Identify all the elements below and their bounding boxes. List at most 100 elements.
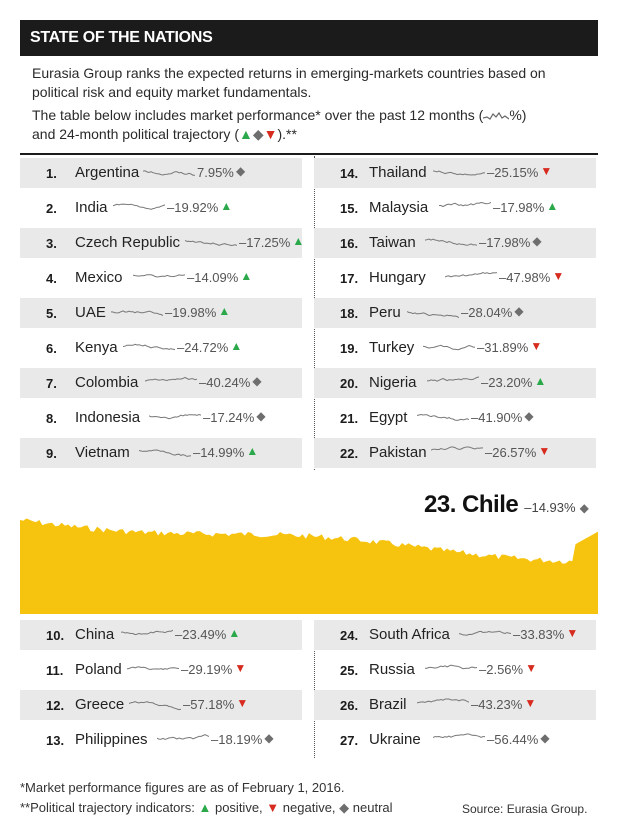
table-row: 7. Colombia –40.24% ◆ <box>20 368 302 398</box>
sparkline-path <box>139 449 191 457</box>
negative-trajectory-icon: ▼ <box>234 661 247 675</box>
sparkline-path <box>143 170 195 176</box>
performance-value: –28.04% <box>461 305 513 320</box>
sparkline <box>431 446 483 451</box>
sparkline-path <box>129 701 181 711</box>
neutral-trajectory-icon: ◆ <box>236 164 246 178</box>
negative-trajectory-icon: ▼ <box>236 696 249 710</box>
positive-trajectory-icon: ▲ <box>292 234 305 248</box>
rank-number: 21. <box>340 411 359 426</box>
sparkline-path <box>113 203 165 210</box>
positive-trajectory-icon: ▲ <box>546 199 559 213</box>
table-row: 18. Peru –28.04% ◆ <box>314 298 596 328</box>
intro-text: Eurasia Group ranks the expected returns… <box>32 64 592 148</box>
performance-value: –23.49% <box>175 627 227 642</box>
neutral-trajectory-icon: ◆ <box>252 374 262 388</box>
performance-value: –40.24% <box>199 375 251 390</box>
sparkline <box>417 698 469 704</box>
sparkline <box>407 311 459 319</box>
chile-label: 23. Chile –14.93% ◆ <box>424 491 589 519</box>
table-row: 25. Russia –2.56% ▼ <box>314 655 596 685</box>
rank-number: 20. <box>340 376 359 391</box>
performance-value: –17.98% <box>493 200 545 215</box>
performance-value: –17.25% <box>239 235 291 250</box>
table-row: 5. UAE –19.98% ▲ <box>20 298 302 328</box>
rank-number: 5. <box>46 306 57 321</box>
intro-line-3b: ).** <box>277 126 297 142</box>
performance-value: –14.99% <box>193 445 245 460</box>
rank-number: 15. <box>340 201 359 216</box>
table-row: 17. Hungary –47.98% ▼ <box>314 263 596 293</box>
table-row: 16. Taiwan –17.98% ◆ <box>314 228 596 258</box>
rank-number: 25. <box>340 663 359 678</box>
country-name: Philippines <box>75 731 148 748</box>
negative-trajectory-icon: ▼ <box>524 696 537 710</box>
rank-number: 12. <box>46 698 65 713</box>
performance-value: –33.83% <box>513 627 565 642</box>
neutral-trajectory-icon: ◆ <box>514 304 524 318</box>
rank-number: 26. <box>340 698 359 713</box>
sparkline-path <box>121 629 173 636</box>
rank-number: 4. <box>46 271 57 286</box>
rank-number: 24. <box>340 628 359 643</box>
performance-value: 7.95% <box>197 165 234 180</box>
table-row: 6. Kenya –24.72% ▲ <box>20 333 302 363</box>
sparkline <box>129 701 181 711</box>
intro-line-2: The table below includes market performa… <box>32 106 592 144</box>
chile-value: –14.93% <box>524 500 576 515</box>
sparkline-path <box>417 413 469 421</box>
rank-number: 7. <box>46 376 57 391</box>
country-name: Ukraine <box>369 731 421 748</box>
positive-trajectory-icon: ▲ <box>230 339 243 353</box>
country-name: Russia <box>369 661 415 678</box>
performance-value: –26.57% <box>485 445 537 460</box>
table-row: 1. Argentina 7.95% ◆ <box>20 158 302 188</box>
table-row: 15. Malaysia –17.98% ▲ <box>314 193 596 223</box>
sparkline <box>425 664 477 670</box>
performance-value: –19.98% <box>165 305 217 320</box>
sparkline <box>133 274 185 278</box>
sparkline-path <box>127 666 179 670</box>
country-name: China <box>75 626 115 643</box>
sparkline <box>113 203 165 210</box>
country-name: South Africa <box>369 626 450 643</box>
table-row: 19. Turkey –31.89% ▼ <box>314 333 596 363</box>
page-title: STATE OF THE NATIONS <box>30 29 213 46</box>
neutral-diamond-icon: ◆ <box>252 126 264 142</box>
sparkline-path <box>145 376 197 382</box>
sparkline <box>185 239 237 247</box>
rank-number: 11. <box>46 663 64 678</box>
sparkline <box>123 343 175 350</box>
sparkline <box>423 344 475 351</box>
performance-value: –17.24% <box>203 410 255 425</box>
header-bar: STATE OF THE NATIONS <box>20 20 598 56</box>
positive-triangle-icon: ▲ <box>198 800 212 815</box>
footnote-1: *Market performance figures are as of Fe… <box>20 780 345 795</box>
positive-trajectory-icon: ▲ <box>220 199 233 213</box>
negative-trajectory-icon: ▼ <box>530 339 543 353</box>
performance-value: –23.20% <box>481 375 533 390</box>
rank-number: 2. <box>46 201 57 216</box>
country-name: Czech Republic <box>75 234 181 251</box>
positive-trajectory-icon: ▲ <box>246 444 259 458</box>
performance-value: –31.89% <box>477 340 529 355</box>
table-row: 22. Pakistan –26.57% ▼ <box>314 438 596 468</box>
table-row: 4. Mexico –14.09% ▲ <box>20 263 302 293</box>
rank-number: 8. <box>46 411 57 426</box>
rank-number: 19. <box>340 341 359 356</box>
performance-value: –41.90% <box>471 410 523 425</box>
neutral-trajectory-icon: ◆ <box>264 731 274 745</box>
neutral-trajectory-icon: ◆ <box>256 409 266 423</box>
country-name: Brazil <box>369 696 407 713</box>
negative-trajectory-icon: ▼ <box>566 626 579 640</box>
rank-number: 17. <box>340 271 359 286</box>
table-row: 14. Thailand –25.15% ▼ <box>314 158 596 188</box>
country-name: India <box>75 199 108 216</box>
positive-trajectory-icon: ▲ <box>218 304 231 318</box>
country-name: Indonesia <box>75 409 141 426</box>
positive-trajectory-icon: ▲ <box>240 269 253 283</box>
table-top-rule <box>20 153 598 155</box>
rank-number: 22. <box>340 446 359 461</box>
table-row: 13. Philippines –18.19% ◆ <box>20 725 302 755</box>
table-row: 27. Ukraine –56.44% ◆ <box>314 725 596 755</box>
